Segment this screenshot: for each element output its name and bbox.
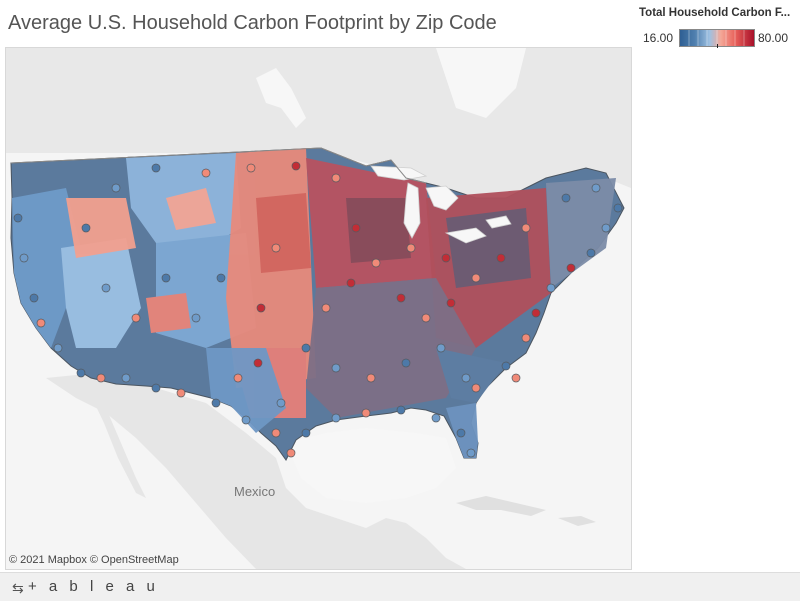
page-title: Average U.S. Household Carbon Footprint … [8,12,497,34]
legend-max-value: 80.00 [758,31,789,45]
color-ramp [680,30,754,46]
midwest-region [306,158,436,288]
hispaniola-island [558,516,596,526]
hudson-bay-water [436,48,526,118]
tableau-logo[interactable]: + a b l e a u [28,578,159,595]
map-canvas[interactable] [6,48,631,569]
legend-tick-marker [717,44,718,48]
baja-california [92,388,146,498]
gulf-of-mexico [286,428,456,503]
mexico-landmass [46,373,466,569]
great-lakes [370,165,512,244]
northern-lakes [256,68,306,128]
legend-min-value: 16.00 [643,31,674,45]
cuba-island [456,496,546,516]
map-view[interactable]: Mexico © 2021 Mapbox © OpenStreetMap [5,47,632,570]
zip-code-points [13,161,623,458]
map-attribution[interactable]: © 2021 Mapbox © OpenStreetMap [9,554,179,566]
east-region [426,178,616,348]
south-region [206,278,506,458]
legend-title[interactable]: Total Household Carbon F... [639,7,791,19]
share-icon[interactable]: ⇆ [12,580,24,596]
map-label-mexico: Mexico [234,484,276,499]
west-coast-region [12,188,141,348]
us-canada-border [10,147,427,184]
tableau-footer: ⇆ + a b l e a u [0,572,800,601]
